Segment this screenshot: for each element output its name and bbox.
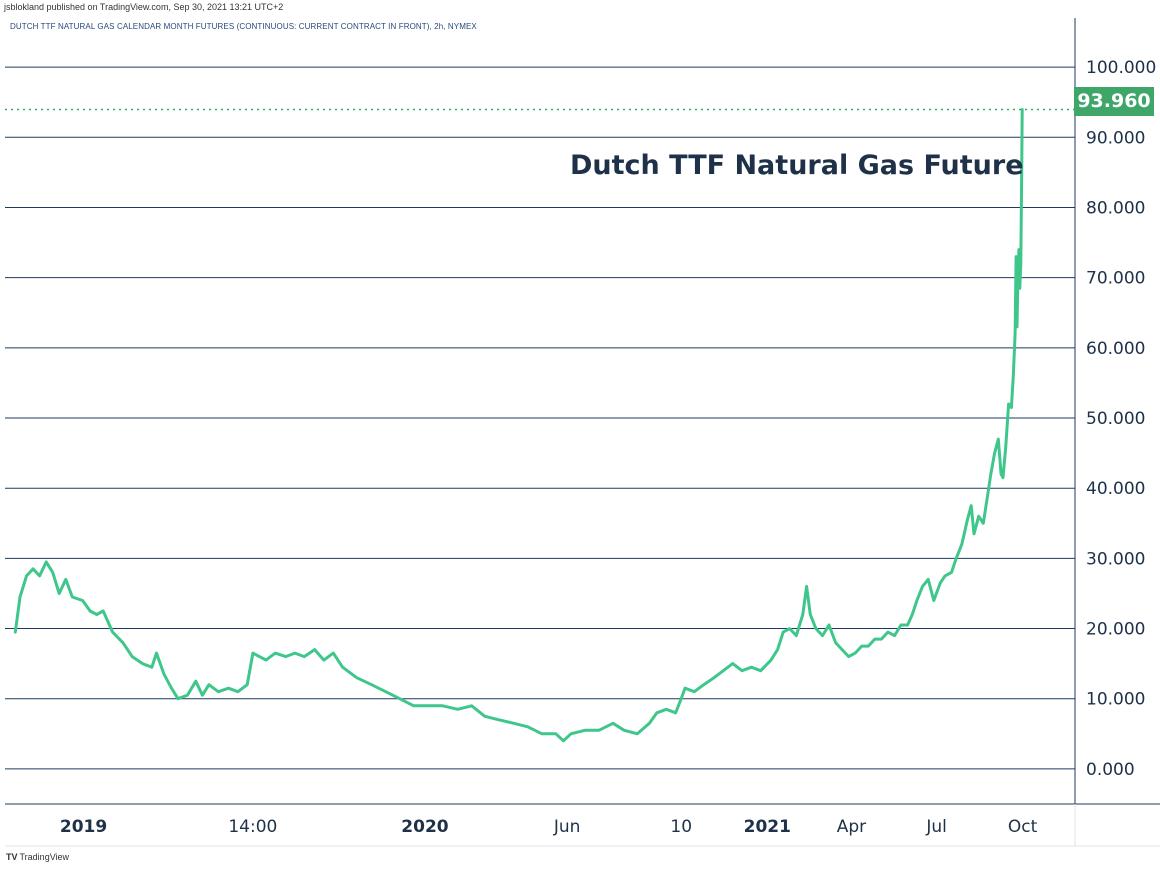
y-tick-label: 80.000	[1086, 198, 1145, 218]
publisher-caption: jsblokland published on TradingView.com,…	[4, 2, 284, 12]
y-tick-label: 70.000	[1086, 269, 1145, 289]
y-axis: 0.000 10.000 20.000 30.000 40.000 50.000 60.00…	[1086, 58, 1156, 780]
chart-title: Dutch TTF Natural Gas Future	[570, 150, 1024, 181]
y-tick-label: 10.000	[1086, 690, 1145, 710]
x-tick-label: 2020	[401, 817, 448, 837]
x-tick-label: Jul	[925, 817, 947, 837]
brand-label: TradingView	[19, 852, 70, 862]
series-layer	[5, 108, 1075, 743]
symbol-description: DUTCH TTF NATURAL GAS CALENDAR MONTH FUT…	[10, 22, 477, 31]
chart-frame	[5, 18, 1160, 847]
y-tick-label: 0.000	[1086, 760, 1135, 780]
y-tick-label: 90.000	[1086, 128, 1145, 148]
y-tick-label: 100.000	[1086, 58, 1156, 78]
grid-lines	[5, 66, 1075, 770]
x-tick-label: Apr	[837, 817, 866, 837]
price-line	[13, 108, 1024, 743]
y-tick-label: 30.000	[1086, 549, 1145, 569]
x-tick-label: 2021	[744, 817, 791, 837]
x-tick-label: 14:00	[228, 817, 277, 837]
y-tick-label: 40.000	[1086, 479, 1145, 499]
x-tick-label: 2019	[60, 817, 107, 837]
x-tick-label: 10	[670, 817, 692, 837]
last-price-tag: 93.960	[1074, 87, 1154, 116]
y-tick-label: 50.000	[1086, 409, 1145, 429]
tradingview-logo-icon: TV	[6, 852, 18, 862]
x-tick-label: Oct	[1008, 817, 1038, 837]
y-tick-label: 20.000	[1086, 620, 1145, 640]
tradingview-brand[interactable]: TV TradingView	[6, 852, 69, 862]
y-tick-label: 60.000	[1086, 339, 1145, 359]
x-tick-label: Jun	[553, 817, 581, 837]
x-axis: 2019 14:00 2020 Jun 10 2021 Apr Jul Oct	[60, 817, 1038, 837]
